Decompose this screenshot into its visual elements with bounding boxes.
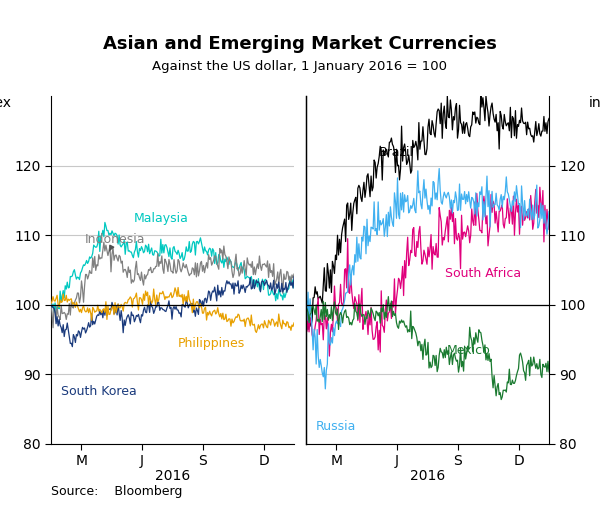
- Text: Source:    Bloomberg: Source: Bloomberg: [51, 485, 182, 498]
- Text: Mexico: Mexico: [447, 344, 491, 357]
- Text: South Africa: South Africa: [445, 267, 521, 280]
- Text: Against the US dollar, 1 January 2016 = 100: Against the US dollar, 1 January 2016 = …: [152, 60, 448, 73]
- Text: Philippines: Philippines: [178, 337, 245, 350]
- Text: Asian and Emerging Market Currencies: Asian and Emerging Market Currencies: [103, 35, 497, 53]
- X-axis label: 2016: 2016: [155, 469, 190, 484]
- Text: Russia: Russia: [316, 420, 356, 433]
- Text: South Korea: South Korea: [61, 385, 136, 399]
- Text: Indonesia: Indonesia: [85, 233, 146, 251]
- Y-axis label: index: index: [589, 96, 600, 111]
- X-axis label: 2016: 2016: [410, 469, 445, 484]
- Y-axis label: index: index: [0, 96, 11, 111]
- Text: Brazil: Brazil: [379, 146, 414, 159]
- Text: Malaysia: Malaysia: [134, 212, 188, 225]
